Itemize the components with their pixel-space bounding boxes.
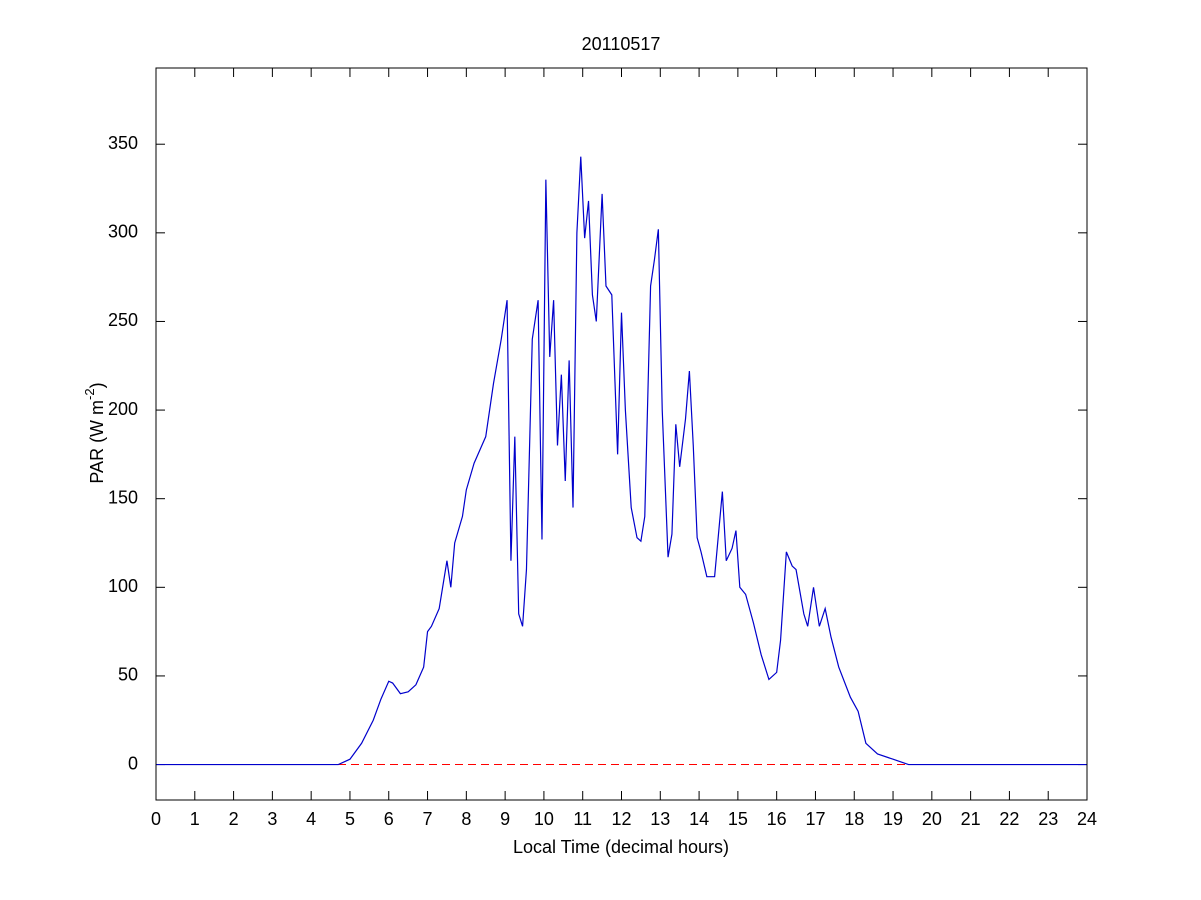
x-tick-label: 21	[961, 809, 981, 829]
y-tick-label: 50	[118, 665, 138, 685]
x-tick-label: 0	[151, 809, 161, 829]
y-label-end: )	[87, 382, 107, 388]
y-tick-label: 300	[108, 222, 138, 242]
y-tick-label: 100	[108, 576, 138, 596]
x-tick-label: 22	[999, 809, 1019, 829]
x-tick-label: 5	[345, 809, 355, 829]
x-tick-label: 12	[611, 809, 631, 829]
x-tick-label: 23	[1038, 809, 1058, 829]
y-tick-label: 250	[108, 310, 138, 330]
x-tick-label: 10	[534, 809, 554, 829]
x-tick-label: 7	[423, 809, 433, 829]
x-tick-label: 1	[190, 809, 200, 829]
x-tick-label: 4	[306, 809, 316, 829]
x-axis-label: Local Time (decimal hours)	[513, 837, 729, 857]
plot-frame	[155, 67, 1088, 801]
x-tick-label: 15	[728, 809, 748, 829]
x-tick-label: 3	[267, 809, 277, 829]
x-tick-label: 19	[883, 809, 903, 829]
y-tick-label: 150	[108, 487, 138, 507]
x-tick-label: 11	[573, 809, 592, 829]
data-line	[156, 156, 1087, 766]
y-tick-label: 200	[108, 399, 138, 419]
x-tick-label: 13	[650, 809, 670, 829]
y-tick-label: 350	[108, 133, 138, 153]
x-tick-label: 18	[844, 809, 864, 829]
x-tick-label: 8	[461, 809, 471, 829]
y-label-text: PAR (W m	[87, 400, 107, 484]
x-tick-label: 9	[500, 809, 510, 829]
y-tick-label: 0	[128, 753, 138, 773]
x-tick-label: 16	[767, 809, 787, 829]
chart-title: 20110517	[582, 34, 661, 54]
x-tick-label: 17	[805, 809, 825, 829]
x-tick-label: 2	[229, 809, 239, 829]
x-tick-label: 20	[922, 809, 942, 829]
x-tick-label: 6	[384, 809, 394, 829]
x-tick-label: 14	[689, 809, 709, 829]
y-axis-label: PAR (W m-2)	[82, 382, 106, 483]
y-label-sup: -2	[82, 388, 97, 400]
x-tick-label: 24	[1077, 809, 1097, 829]
